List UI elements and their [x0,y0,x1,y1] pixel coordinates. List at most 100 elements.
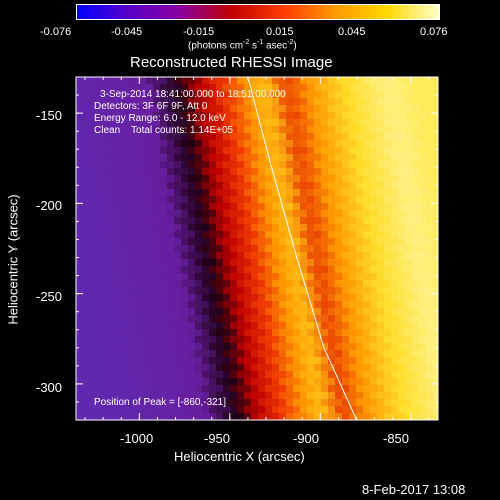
heatmap-pixel [265,378,273,386]
heatmap-pixel [321,357,329,365]
heatmap-pixel [188,91,196,99]
heatmap-pixel [251,140,259,148]
heatmap-pixel [258,336,266,344]
heatmap-pixel [398,189,406,197]
heatmap-pixel [265,147,273,155]
heatmap-pixel [97,154,105,162]
heatmap-pixel [251,189,259,197]
heatmap-pixel [230,231,238,239]
heatmap-pixel [314,371,322,379]
heatmap-pixel [405,266,413,274]
heatmap-pixel [167,154,175,162]
heatmap-pixel [321,245,329,253]
heatmap-pixel [286,266,294,274]
heatmap-pixel [181,133,189,141]
heatmap-pixel [146,175,154,183]
heatmap-pixel [118,217,126,225]
heatmap-pixel [223,231,231,239]
heatmap-pixel [76,350,84,358]
heatmap-pixel [251,259,259,267]
heatmap-pixel [279,147,287,155]
heatmap-pixel [265,105,273,113]
heatmap-pixel [321,322,329,330]
heatmap-pixel [146,322,154,330]
heatmap-pixel [153,287,161,295]
heatmap-pixel [244,294,252,302]
heatmap-pixel [209,133,217,141]
heatmap-pixel [370,413,378,420]
heatmap-pixel [181,105,189,113]
heatmap-pixel [363,161,371,169]
heatmap-pixel [370,357,378,365]
heatmap-pixel [349,196,357,204]
heatmap-pixel [216,259,224,267]
heatmap-pixel [335,140,343,148]
heatmap-pixel [237,238,245,246]
heatmap-pixel [146,84,154,92]
heatmap-pixel [90,308,98,316]
heatmap-pixel [195,119,203,127]
heatmap-pixel [377,112,385,120]
heatmap-pixel [132,273,140,281]
heatmap-pixel [97,322,105,330]
heatmap-pixel [90,91,98,99]
heatmap-pixel [391,322,399,330]
heatmap-pixel [272,294,280,302]
heatmap-pixel [83,91,91,99]
heatmap-pixel [398,119,406,127]
heatmap-pixel [398,371,406,379]
heatmap-pixel [223,182,231,190]
heatmap-pixel [265,91,273,99]
heatmap-pixel [167,203,175,211]
heatmap-pixel [405,378,413,386]
heatmap-pixel [251,294,259,302]
heatmap-pixel [419,154,427,162]
heatmap-pixel [391,301,399,309]
heatmap-pixel [153,112,161,120]
heatmap-pixel [97,126,105,134]
heatmap-pixel [349,161,357,169]
heatmap-pixel [321,252,329,260]
heatmap-pixel [321,294,329,302]
heatmap-pixel [286,196,294,204]
heatmap-pixel [398,175,406,183]
heatmap-pixel [146,112,154,120]
heatmap-pixel [412,364,420,372]
heatmap-pixel [412,119,420,127]
heatmap-pixel [412,287,420,295]
heatmap-pixel [314,364,322,372]
heatmap-pixel [195,224,203,232]
heatmap-pixel [104,322,112,330]
heatmap-pixel [356,392,364,400]
heatmap-pixel [314,343,322,351]
heatmap-pixel [377,322,385,330]
heatmap-pixel [370,112,378,120]
heatmap-pixel [251,343,259,351]
heatmap-pixel [384,322,392,330]
heatmap-pixel [174,280,182,288]
heatmap-pixel [216,175,224,183]
heatmap-pixel [286,238,294,246]
heatmap-pixel [258,371,266,379]
heatmap-pixel [153,154,161,162]
heatmap-pixel [174,266,182,274]
heatmap-pixel [118,112,126,120]
heatmap-pixel [328,245,336,253]
heatmap-pixel [370,77,378,85]
heatmap-pixel [405,98,413,106]
heatmap-pixel [209,294,217,302]
heatmap-pixel [384,196,392,204]
heatmap-pixel [412,196,420,204]
heatmap-pixel [230,245,238,253]
heatmap-pixel [153,182,161,190]
heatmap-pixel [244,413,252,420]
heatmap-pixel [286,378,294,386]
heatmap-pixel [356,238,364,246]
heatmap-pixel [202,315,210,323]
heatmap-pixel [160,259,168,267]
heatmap-pixel [405,77,413,85]
heatmap-pixel [426,196,434,204]
heatmap-pixel [307,175,315,183]
heatmap-pixel [188,350,196,358]
heatmap-pixel [216,315,224,323]
